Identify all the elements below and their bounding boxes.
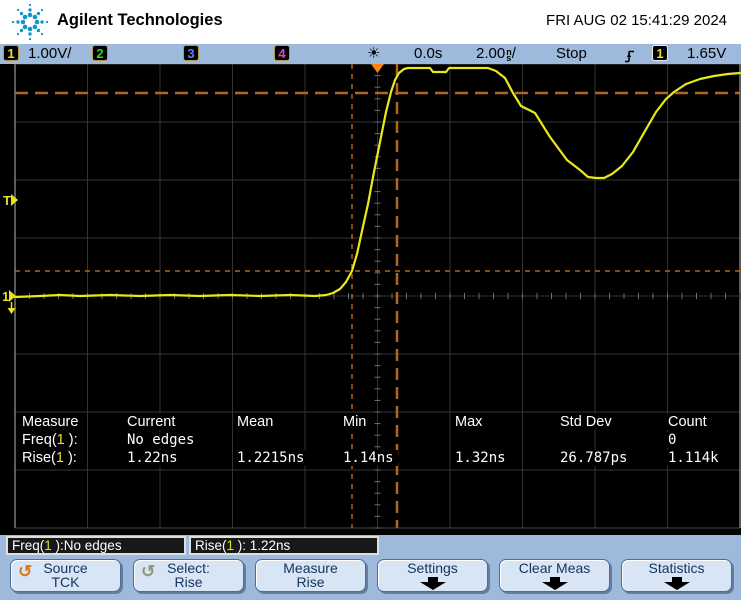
brand-title: Agilent Technologies — [57, 11, 223, 29]
meas-header-current: Current — [123, 414, 180, 430]
menu-down-arrow-icon — [663, 577, 690, 590]
brightness-icon: ☀ — [367, 45, 381, 62]
meas-header-max: Max — [451, 414, 487, 430]
svg-text:T: T — [3, 193, 11, 208]
channel-1-badge: 1 — [3, 45, 19, 61]
meas-header-measure: Measure — [18, 414, 83, 430]
meas-rise-count: 1.114k — [664, 450, 723, 466]
status-bar: 1 1.00V/ 2 3 4 ☀ 0.0s 2.00 n s / Stop 1 1.6… — [0, 44, 741, 64]
rise-status-box: Rise(1 ): 1.22ns — [189, 536, 379, 555]
agilent-logo — [11, 3, 49, 41]
menu-down-arrow-icon — [541, 577, 568, 590]
meas-freq-current: No edges — [123, 432, 199, 448]
softkey-measure[interactable]: Measure Rise — [255, 559, 366, 592]
meas-rise-stddev: 26.787ps — [556, 450, 632, 466]
meas-header-min: Min — [339, 414, 371, 430]
trigger-source-badge: 1 — [652, 45, 668, 61]
softkey-clear-meas[interactable]: Clear Meas — [499, 559, 610, 592]
freq-status-box: Freq(1 ):No edges — [6, 536, 186, 555]
channel-4-badge: 4 — [274, 45, 290, 61]
meas-header-stddev: Std Dev — [556, 414, 616, 430]
waveform-graticule: T1 — [2, 63, 741, 529]
trigger-level-readout: 1.65V — [687, 45, 727, 62]
delay-readout: 0.0s — [414, 45, 443, 62]
meas-header-count: Count — [664, 414, 711, 430]
meas-row-rise-label: Rise(1 ): — [18, 450, 81, 466]
softkey-select[interactable]: ↺ Select: Rise — [133, 559, 244, 592]
rotate-knob-icon: ↺ — [18, 562, 33, 581]
datetime-display: FRI AUG 02 15:41:29 2024 — [546, 12, 727, 29]
softkey-statistics[interactable]: Statistics — [621, 559, 732, 592]
svg-text:1: 1 — [2, 289, 9, 304]
menu-down-arrow-icon — [419, 577, 446, 590]
meas-row-freq-label: Freq(1 ): — [18, 432, 82, 448]
meas-rise-current: 1.22ns — [123, 450, 182, 466]
channel-1-scale: 1.00V/ — [28, 45, 72, 62]
trigger-edge-icon — [625, 50, 634, 63]
rotate-knob-icon: ↺ — [141, 562, 156, 581]
meas-freq-count: 0 — [664, 432, 681, 448]
top-banner: Agilent Technologies FRI AUG 02 15:41:29… — [0, 0, 741, 44]
softkey-settings[interactable]: Settings — [377, 559, 488, 592]
meas-header-mean: Mean — [233, 414, 278, 430]
channel-2-badge: 2 — [92, 45, 108, 61]
softkey-source[interactable]: ↺ Source TCK — [10, 559, 121, 592]
channel-3-badge: 3 — [183, 45, 199, 61]
timebase-readout: 2.00 n s / — [476, 45, 516, 63]
meas-rise-max: 1.32ns — [451, 450, 510, 466]
meas-rise-min: 1.14ns — [339, 450, 398, 466]
bottom-bar: Freq(1 ):No edges Rise(1 ): 1.22ns ↺ Sou… — [0, 535, 741, 600]
run-state: Stop — [556, 45, 587, 62]
meas-rise-mean: 1.2215ns — [233, 450, 309, 466]
